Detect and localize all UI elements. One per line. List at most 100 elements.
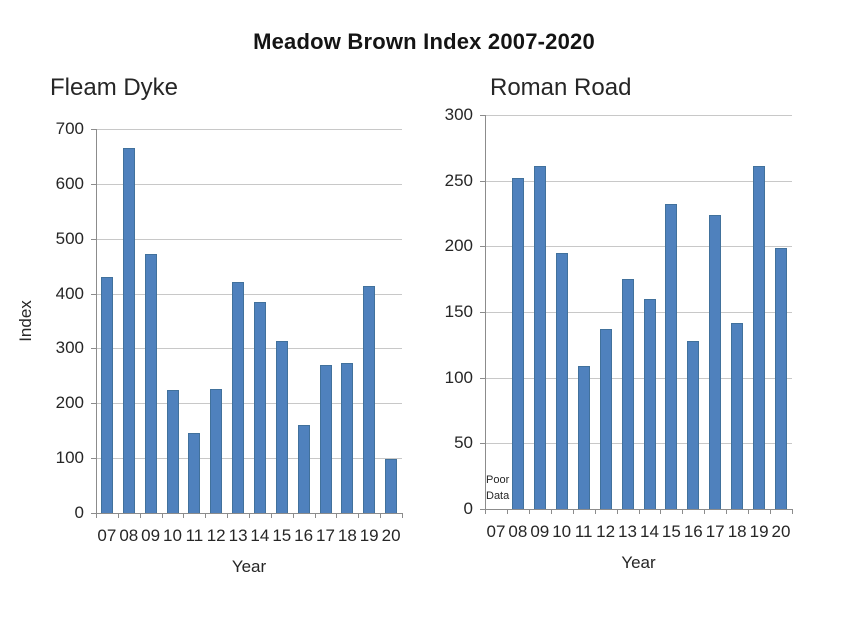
y-axis-line [485,115,486,510]
x-tick-9 [682,510,684,514]
y-tick-label-200: 200 [444,236,473,256]
x-tick-label-08: 08 [508,522,528,541]
y-tick-700 [91,129,96,130]
bar-17 [709,214,722,509]
bar-08 [511,178,524,509]
bar-12 [210,388,223,513]
gridline-600 [96,183,402,185]
bar-14 [253,301,266,513]
bar-16 [687,340,700,509]
y-tick-400 [91,293,96,295]
y-tick-200 [480,246,485,248]
x-tick-label-12: 12 [206,526,226,545]
gridline-250 [485,180,792,182]
x-tick-label-18: 18 [337,526,357,545]
x-axis-title-year: Year [231,557,267,576]
y-tick-label-150: 150 [444,302,473,321]
x-tick-label-20: 20 [381,526,401,545]
y-tick-label-100: 100 [55,448,84,468]
x-tick-label-19: 19 [359,526,379,545]
gridline-300 [96,348,402,350]
x-tick-12 [358,514,360,518]
x-tick-8 [660,510,662,514]
x-tick-5 [205,514,207,518]
bar-15 [665,204,678,509]
x-tick-label-10: 10 [552,522,572,541]
x-tick-0 [485,510,486,514]
x-tick-label-13: 13 [228,526,248,545]
x-tick-label-11: 11 [574,522,593,541]
poor-data-note: Poor Data [486,472,509,504]
x-tick-10 [314,514,316,518]
y-tick-300 [91,348,96,350]
x-tick-label-09: 09 [530,522,550,541]
y-tick-0 [91,513,96,514]
bar-16 [297,424,310,513]
bar-10 [555,252,568,509]
x-tick-14 [402,514,403,518]
x-tick-5 [594,510,596,514]
bar-18 [341,362,354,513]
x-tick-label-11: 11 [185,526,204,545]
x-tick-1 [117,514,119,518]
gridline-700 [96,129,402,130]
x-tick-label-17: 17 [705,522,725,541]
x-tick-label-12: 12 [596,522,616,541]
gridline-50 [485,443,792,445]
y-tick-label-0: 0 [74,503,84,522]
y-tick-250 [480,180,485,182]
y-tick-label-600: 600 [55,173,84,193]
x-tick-label-20: 20 [771,522,791,541]
x-tick-3 [550,510,552,514]
figure-title: Meadow Brown Index 2007-2020 [253,29,595,54]
x-tick-2 [139,514,141,518]
bar-11 [188,432,201,513]
x-tick-label-19: 19 [749,522,769,541]
x-tick-label-10: 10 [163,526,182,545]
y-axis-line [96,129,97,514]
x-tick-13 [380,514,382,518]
x-tick-13 [770,510,772,514]
gridline-400 [96,293,402,295]
x-tick-9 [292,514,294,518]
x-tick-label-13: 13 [618,522,637,541]
x-tick-6 [616,510,618,514]
bar-17 [319,365,332,513]
x-tick-label-07: 07 [97,526,117,545]
gridline-300 [485,115,792,116]
bar-10 [166,389,179,513]
bar-20 [775,247,787,509]
bar-19 [363,286,376,513]
x-tick-7 [249,514,250,518]
bar-19 [753,166,766,509]
y-tick-50 [480,443,485,445]
gridline-150 [485,312,792,313]
x-tick-label-16: 16 [683,522,703,541]
bar-09 [144,253,157,513]
y-tick-150 [480,312,485,313]
y-tick-label-0: 0 [463,499,473,518]
y-tick-100 [480,377,485,379]
bar-13 [621,279,634,509]
gridline-500 [96,238,402,240]
x-tick-7 [638,510,640,514]
y-tick-label-500: 500 [55,228,84,248]
y-tick-label-250: 250 [444,170,473,190]
x-tick-4 [572,510,574,514]
x-tick-4 [183,514,185,518]
x-tick-0 [96,514,97,518]
gridline-100 [96,458,402,460]
chart-title-roman-road: Roman Road [490,74,632,101]
y-tick-label-200: 200 [55,393,84,413]
x-tick-label-15: 15 [272,526,292,545]
y-tick-label-300: 300 [444,105,473,124]
x-tick-label-14: 14 [640,522,659,541]
bar-15 [275,340,288,513]
x-tick-6 [227,514,229,518]
x-axis-title-year: Year [621,553,656,572]
gridline-100 [485,377,792,379]
bar-12 [599,329,612,509]
gridline-200 [96,403,402,405]
